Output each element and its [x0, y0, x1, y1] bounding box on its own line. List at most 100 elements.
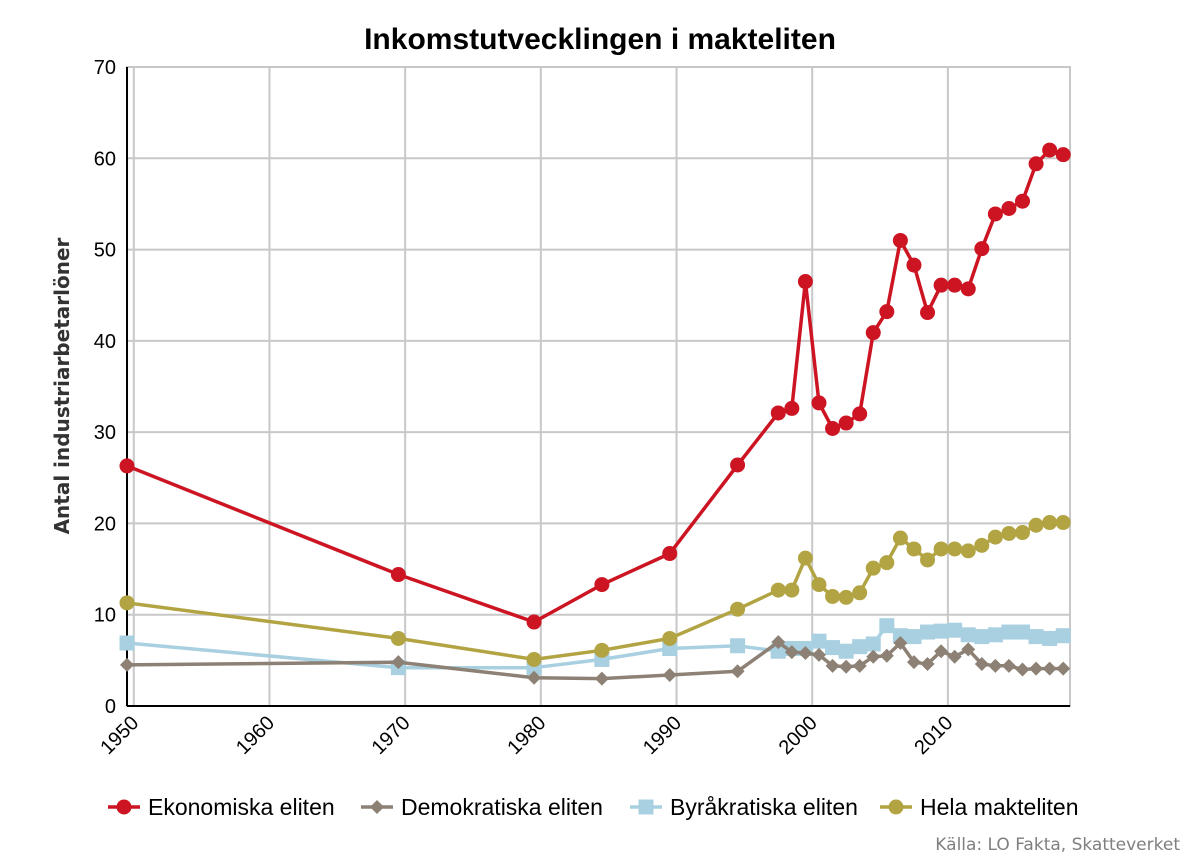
legend-label: Ekonomiska eliten [148, 794, 335, 820]
legend-label: Demokratiska eliten [401, 794, 603, 820]
legend-item-ekonomiska-eliten: Ekonomiska eliten [108, 794, 335, 820]
data-point [866, 649, 881, 664]
data-point [119, 458, 135, 474]
data-point [838, 643, 854, 659]
data-point [784, 645, 799, 660]
y-tick-label: 50 [94, 240, 116, 262]
data-point [730, 664, 745, 679]
data-point [797, 274, 813, 290]
data-point [933, 277, 949, 293]
data-point [879, 555, 895, 571]
x-tick-label: 2010 [910, 712, 957, 759]
data-point [892, 530, 908, 546]
data-point [906, 257, 922, 273]
data-point [1055, 515, 1071, 531]
y-tick-label: 10 [94, 605, 116, 627]
data-point [1001, 200, 1017, 216]
data-point [1029, 661, 1044, 676]
legend-marker [116, 799, 132, 815]
data-point [852, 639, 868, 655]
data-point [1015, 662, 1030, 677]
data-point [825, 588, 841, 604]
data-point [906, 629, 922, 645]
data-point [784, 400, 800, 416]
y-tick-label: 60 [94, 148, 116, 170]
data-point [865, 636, 881, 652]
data-point [1028, 517, 1044, 533]
axes [126, 66, 1071, 707]
legend-label: Byråkratiska eliten [670, 794, 858, 820]
data-point [390, 630, 406, 646]
series-hela-makteliten [119, 515, 1071, 667]
data-point [1042, 142, 1058, 158]
y-tick-label: 20 [94, 513, 116, 535]
data-point [947, 541, 963, 557]
data-point [906, 541, 922, 557]
data-point [960, 543, 976, 559]
data-point [974, 537, 990, 553]
data-point [934, 644, 949, 659]
data-point [892, 232, 908, 248]
data-point [879, 304, 895, 320]
data-point [920, 305, 936, 321]
data-point [120, 657, 134, 672]
data-point [920, 552, 936, 568]
data-point [920, 624, 936, 640]
data-point [594, 577, 610, 593]
data-point [770, 582, 786, 598]
data-point [1015, 193, 1031, 209]
data-point [662, 630, 678, 646]
x-tick-label: 1990 [639, 712, 686, 759]
data-point [811, 395, 827, 411]
data-point [865, 325, 881, 341]
data-point [1028, 156, 1044, 172]
data-point [1055, 628, 1071, 644]
data-point [771, 635, 786, 650]
data-point [987, 206, 1003, 222]
data-point [1015, 624, 1031, 640]
data-point [852, 585, 868, 601]
data-point [594, 642, 610, 658]
data-point [947, 649, 962, 664]
chart-title: Inkomstutvecklingen i makteliten [364, 23, 836, 56]
data-point [1015, 525, 1031, 541]
data-point [892, 628, 908, 644]
legend: Ekonomiska eliten Demokratiska eliten Byrå… [108, 794, 1079, 820]
data-point [879, 618, 895, 634]
data-point [662, 546, 678, 562]
data-point [811, 647, 826, 662]
data-point [825, 420, 841, 436]
series-line-ekonomiska-eliten [126, 148, 1064, 624]
data-point [1001, 624, 1017, 640]
legend-item-demokratiska-eliten: Demokratiska eliten [361, 794, 603, 820]
x-tick-label: 1950 [96, 712, 143, 759]
x-axis-ticks: 1950 1960 1970 1980 1990 2000 2010 [96, 712, 957, 759]
data-point [1001, 658, 1016, 673]
y-axis-ticks: 0 10 20 30 40 50 60 70 [94, 57, 116, 718]
legend-marker [370, 800, 384, 814]
data-point [1042, 661, 1057, 676]
data-point [527, 670, 542, 685]
data-point [933, 541, 949, 557]
data-point [960, 627, 976, 643]
data-point [852, 406, 868, 422]
data-point [390, 567, 406, 583]
y-tick-label: 0 [105, 696, 116, 718]
legend-marker [888, 799, 904, 815]
data-point [838, 415, 854, 431]
series-ekonomiska-eliten [119, 142, 1071, 630]
data-point [825, 658, 840, 673]
data-point [825, 640, 841, 656]
data-point [838, 589, 854, 605]
data-point [1042, 630, 1058, 646]
series-group [119, 142, 1071, 686]
data-point [960, 281, 976, 297]
data-point [852, 658, 867, 673]
series-demokratiska-eliten [120, 635, 1071, 686]
data-point [988, 658, 1003, 673]
data-point [974, 629, 990, 645]
data-point [730, 601, 746, 617]
data-point [947, 622, 963, 638]
data-point [119, 635, 135, 651]
source-note: Källa: LO Fakta, Skatteverket [935, 835, 1180, 855]
